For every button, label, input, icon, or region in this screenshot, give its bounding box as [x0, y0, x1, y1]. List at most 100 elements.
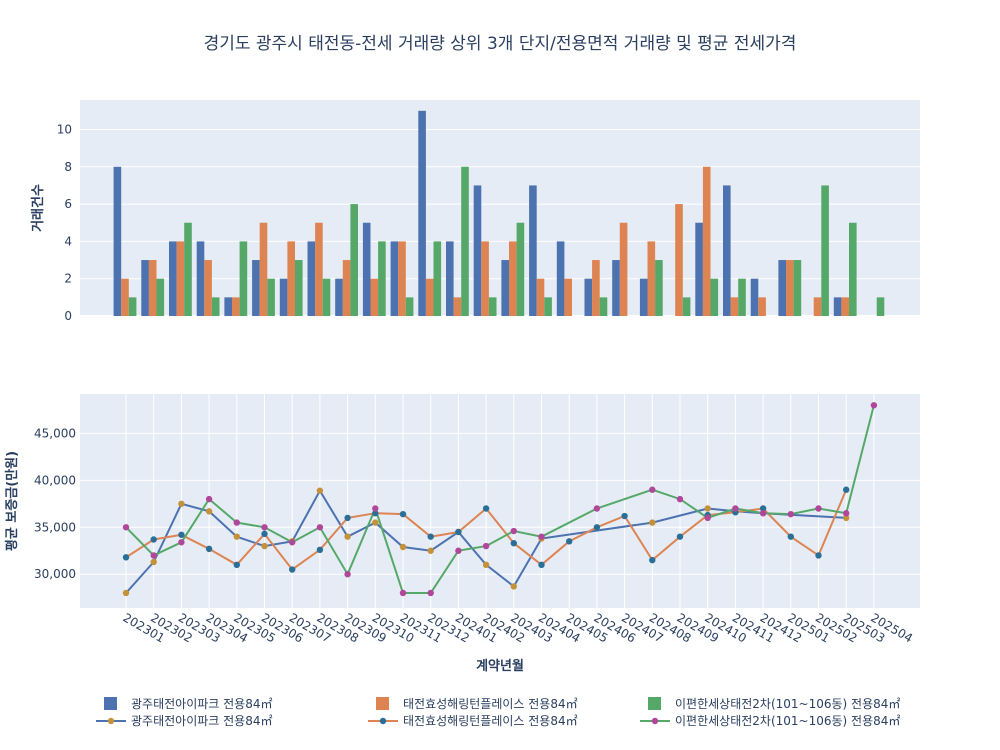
bar[interactable] [224, 297, 232, 316]
data-point[interactable] [427, 533, 434, 540]
data-point[interactable] [510, 527, 517, 535]
bar[interactable] [184, 222, 192, 316]
bar[interactable] [287, 241, 295, 316]
data-point[interactable] [289, 539, 296, 546]
bar[interactable] [342, 260, 351, 316]
data-point[interactable] [621, 512, 628, 520]
data-point[interactable] [372, 505, 379, 512]
data-point[interactable] [233, 533, 240, 540]
data-point[interactable] [427, 589, 434, 597]
data-point[interactable] [482, 542, 490, 550]
bar[interactable] [362, 222, 371, 316]
data-point[interactable] [676, 495, 684, 503]
bar[interactable] [702, 166, 711, 316]
data-point[interactable] [704, 505, 711, 512]
bar[interactable] [793, 260, 802, 316]
data-point[interactable] [344, 514, 351, 522]
bar[interactable] [619, 222, 628, 316]
data-point[interactable] [593, 524, 601, 531]
data-point[interactable] [150, 558, 157, 566]
bar[interactable] [730, 297, 739, 316]
bar[interactable] [481, 241, 489, 316]
bar[interactable] [556, 241, 565, 316]
data-point[interactable] [787, 533, 794, 540]
data-point[interactable] [815, 505, 822, 512]
bar[interactable] [322, 278, 331, 316]
data-point[interactable] [122, 589, 130, 597]
data-point[interactable] [843, 486, 850, 493]
bar[interactable] [473, 185, 482, 316]
bar[interactable] [841, 297, 849, 316]
legend-item-line[interactable]: 광주태전아이파크 전용84㎡ [96, 714, 273, 728]
data-point[interactable] [676, 533, 684, 540]
bar[interactable] [446, 241, 454, 316]
bar[interactable] [239, 241, 248, 316]
bar[interactable] [390, 241, 399, 316]
series-line[interactable] [125, 405, 875, 594]
data-point[interactable] [538, 533, 545, 540]
data-point[interactable] [316, 524, 324, 531]
data-point[interactable] [150, 552, 157, 559]
data-point[interactable] [316, 487, 324, 494]
data-point[interactable] [178, 531, 185, 538]
data-point[interactable] [649, 556, 656, 564]
bar[interactable] [425, 278, 434, 316]
bar[interactable] [509, 241, 517, 316]
bar[interactable] [488, 297, 497, 316]
bar[interactable] [695, 222, 703, 316]
bar[interactable] [113, 166, 122, 316]
bar[interactable] [813, 297, 822, 316]
data-point[interactable] [843, 514, 850, 522]
bar[interactable] [259, 222, 268, 316]
data-point[interactable] [178, 500, 185, 508]
data-point[interactable] [427, 547, 434, 554]
data-point[interactable] [233, 561, 240, 569]
data-point[interactable] [344, 533, 351, 540]
bar[interactable] [821, 185, 829, 316]
bar[interactable] [655, 260, 663, 316]
bar[interactable] [350, 204, 358, 316]
bar[interactable] [738, 278, 746, 316]
bar[interactable] [682, 297, 691, 316]
data-point[interactable] [649, 519, 656, 526]
bar[interactable] [584, 278, 593, 316]
bar[interactable] [612, 260, 620, 316]
bar[interactable] [141, 260, 149, 316]
data-point[interactable] [372, 519, 379, 526]
bar[interactable] [461, 166, 469, 316]
legend-item-line[interactable]: 태전효성해링턴플레이스 전용84㎡ [368, 714, 578, 728]
data-point[interactable] [870, 402, 878, 409]
bar[interactable] [544, 297, 552, 316]
data-point[interactable] [649, 486, 656, 493]
data-point[interactable] [510, 540, 517, 547]
data-point[interactable] [510, 583, 517, 590]
bar[interactable] [156, 278, 165, 316]
bar[interactable] [211, 297, 220, 316]
data-point[interactable] [399, 510, 407, 518]
bar[interactable] [398, 241, 406, 316]
bar[interactable] [536, 278, 545, 316]
data-point[interactable] [316, 546, 324, 554]
data-point[interactable] [205, 545, 213, 553]
data-point[interactable] [344, 571, 351, 578]
bar[interactable] [433, 241, 442, 316]
bar[interactable] [723, 185, 731, 316]
bar[interactable] [315, 222, 323, 316]
bar[interactable] [405, 297, 414, 316]
data-point[interactable] [205, 508, 213, 515]
data-point[interactable] [482, 505, 490, 512]
bar[interactable] [418, 110, 426, 316]
data-point[interactable] [399, 589, 407, 597]
data-point[interactable] [122, 524, 130, 531]
bar[interactable] [599, 297, 608, 316]
data-point[interactable] [704, 514, 711, 522]
bar[interactable] [378, 241, 386, 316]
bar[interactable] [849, 222, 857, 316]
data-point[interactable] [482, 561, 490, 569]
data-point[interactable] [150, 536, 157, 543]
bar[interactable] [675, 204, 683, 316]
bar[interactable] [252, 260, 260, 316]
legend-item-bar[interactable]: 태전효성해링턴플레이스 전용84㎡ [376, 697, 578, 711]
bar[interactable] [295, 260, 303, 316]
data-point[interactable] [455, 528, 462, 536]
